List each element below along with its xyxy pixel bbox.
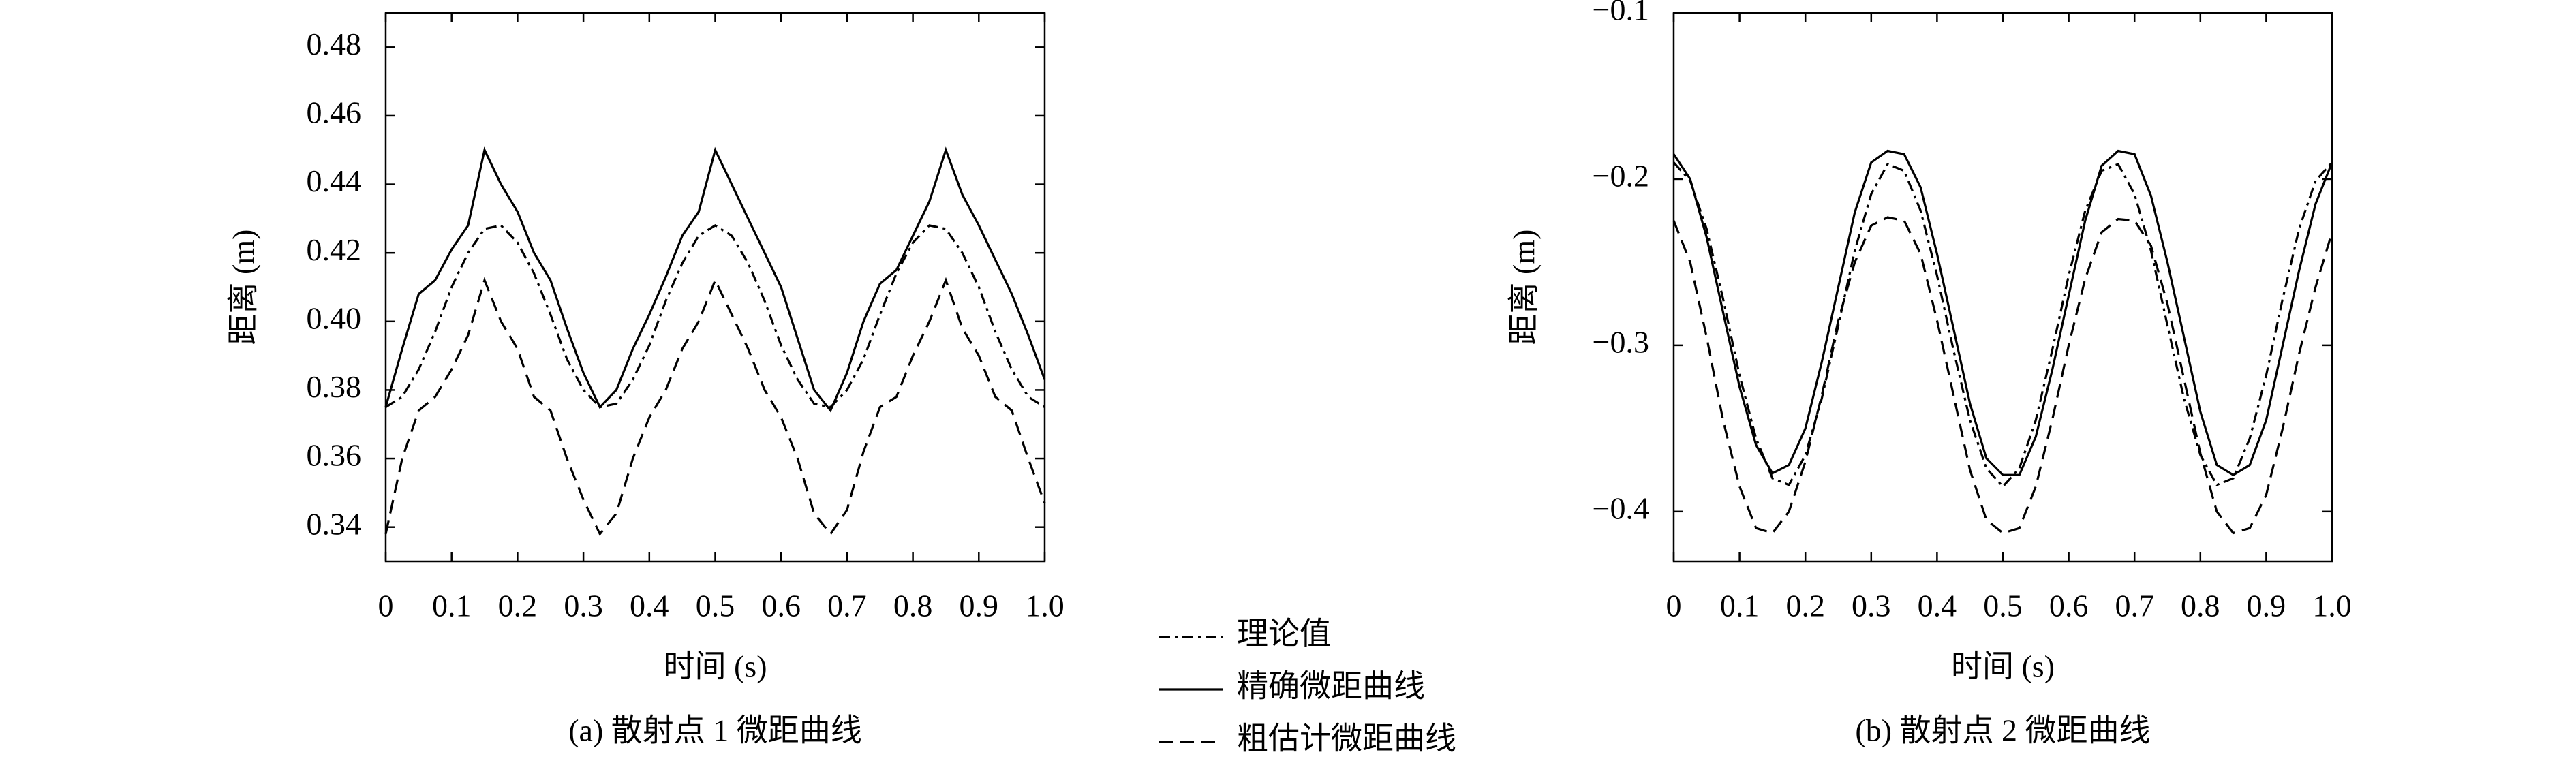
x-tick-label: 1.0 <box>1025 589 1064 623</box>
x-tick-label: 0.7 <box>2115 589 2154 623</box>
y-tick-label: 0.36 <box>307 438 362 473</box>
y-tick-label: 0.38 <box>307 369 362 404</box>
x-tick-label: 0.3 <box>564 589 603 623</box>
caption: (b) 散射点 2 微距曲线 <box>1855 713 2150 748</box>
series-line <box>1672 149 2333 477</box>
x-tick-label: 0.6 <box>761 589 801 623</box>
x-tick-label: 0.9 <box>960 589 999 623</box>
x-tick-label: 0 <box>1666 589 1682 623</box>
x-tick-label: 0.9 <box>2247 589 2286 623</box>
y-tick-label: 0.44 <box>307 164 362 198</box>
caption: (a) 散射点 1 微距曲线 <box>568 713 862 748</box>
y-tick-label: 0.34 <box>307 506 362 541</box>
x-tick-label: 0.8 <box>2181 589 2220 623</box>
y-tick-label: 0.46 <box>307 95 362 130</box>
y-tick-label: 0.48 <box>307 27 362 61</box>
x-axis-label: 时间 (s) <box>1951 649 2055 684</box>
x-tick-label: 0 <box>378 589 394 623</box>
x-tick-label: 0.5 <box>1983 589 2023 623</box>
legend-label: 理论值 <box>1237 617 1331 651</box>
y-tick-label: −0.1 <box>1593 0 1649 27</box>
legend-label: 精确微距曲线 <box>1237 669 1425 704</box>
y-tick-label: −0.4 <box>1593 490 1649 525</box>
series-line <box>385 224 1045 409</box>
series-line <box>384 146 1046 413</box>
y-tick-label: 0.40 <box>307 300 362 335</box>
x-tick-label: 0.5 <box>696 589 735 623</box>
y-axis-label: 距离 (m) <box>1507 230 1542 345</box>
x-tick-label: 0.1 <box>432 589 472 623</box>
x-tick-label: 0.8 <box>893 589 933 623</box>
series-line <box>1672 161 2333 488</box>
legend-label: 粗估计微距曲线 <box>1237 721 1456 756</box>
y-tick-label: −0.2 <box>1593 159 1649 193</box>
y-axis-label: 距离 (m) <box>226 230 261 345</box>
plot-frame <box>384 12 1046 563</box>
x-tick-label: 0.7 <box>827 589 867 623</box>
series-line <box>1672 216 2333 535</box>
y-tick-label: 0.42 <box>307 232 362 267</box>
x-tick-label: 1.0 <box>2312 589 2352 623</box>
x-tick-label: 0.2 <box>498 589 538 623</box>
x-tick-label: 0.2 <box>1785 589 1825 623</box>
x-tick-label: 0.4 <box>630 589 669 623</box>
x-tick-label: 0.4 <box>1918 589 1957 623</box>
y-tick-label: −0.3 <box>1593 324 1649 359</box>
x-axis-label: 时间 (s) <box>663 649 767 684</box>
x-tick-label: 0.6 <box>2049 589 2089 623</box>
x-tick-label: 0.3 <box>1852 589 1891 623</box>
series-line <box>384 277 1046 536</box>
x-tick-label: 0.1 <box>1720 589 1760 623</box>
